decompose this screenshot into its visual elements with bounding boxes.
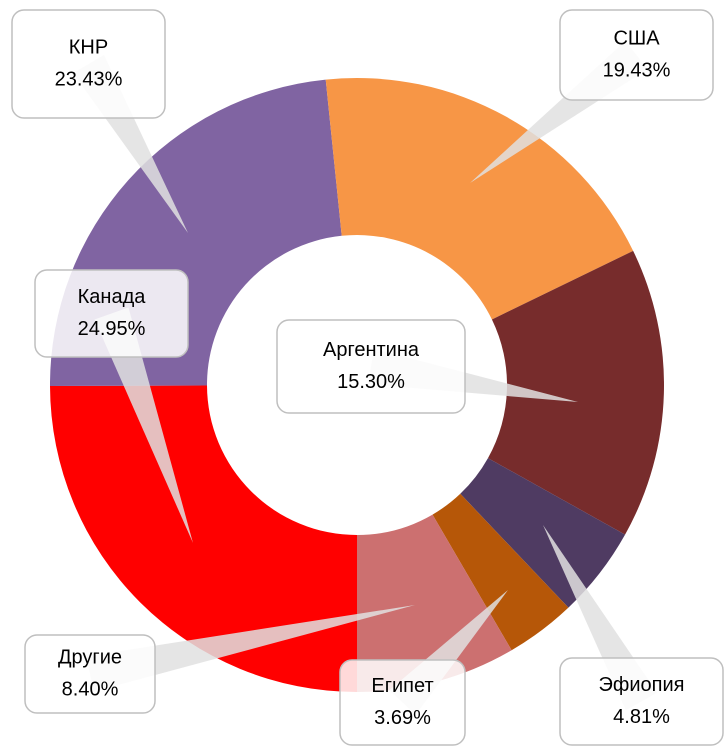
callout-pointer	[86, 605, 415, 692]
donut-slice	[325, 78, 634, 320]
data-label-value: 8.40%	[62, 678, 119, 700]
data-label-name: Аргентина	[323, 339, 420, 361]
callout-box	[24, 634, 156, 714]
donut-slice	[487, 250, 664, 535]
data-label-name: Эфиопия	[599, 674, 685, 696]
donut-slice	[357, 514, 512, 692]
callout-box	[559, 9, 714, 101]
data-label-value: 23.43%	[55, 68, 123, 90]
data-labels: Канада 24.95% КНР 23.43% США 19.43% Аргентина 1…	[11, 9, 724, 746]
callout-box	[11, 9, 166, 119]
data-label-value: 19.43%	[603, 59, 671, 81]
callout-box	[276, 319, 466, 414]
data-label-value: 15.30%	[337, 371, 405, 393]
callout-pointer	[94, 307, 193, 543]
data-label-name: Египет	[371, 675, 433, 697]
callout-box	[339, 659, 466, 746]
data-label-name: США	[613, 27, 660, 49]
data-label-value: 4.81%	[613, 706, 670, 728]
data-label-name: Другие	[58, 646, 122, 668]
data-label-name: КНР	[69, 36, 108, 58]
callout-box	[34, 269, 189, 358]
data-label-name: Канада	[78, 286, 147, 308]
callout-box	[559, 657, 724, 746]
donut-slice	[432, 493, 569, 651]
data-label-value: 24.95%	[78, 318, 146, 340]
donut-slice	[50, 385, 357, 692]
donut-slice	[460, 458, 626, 608]
data-label-value: 3.69%	[374, 707, 431, 729]
